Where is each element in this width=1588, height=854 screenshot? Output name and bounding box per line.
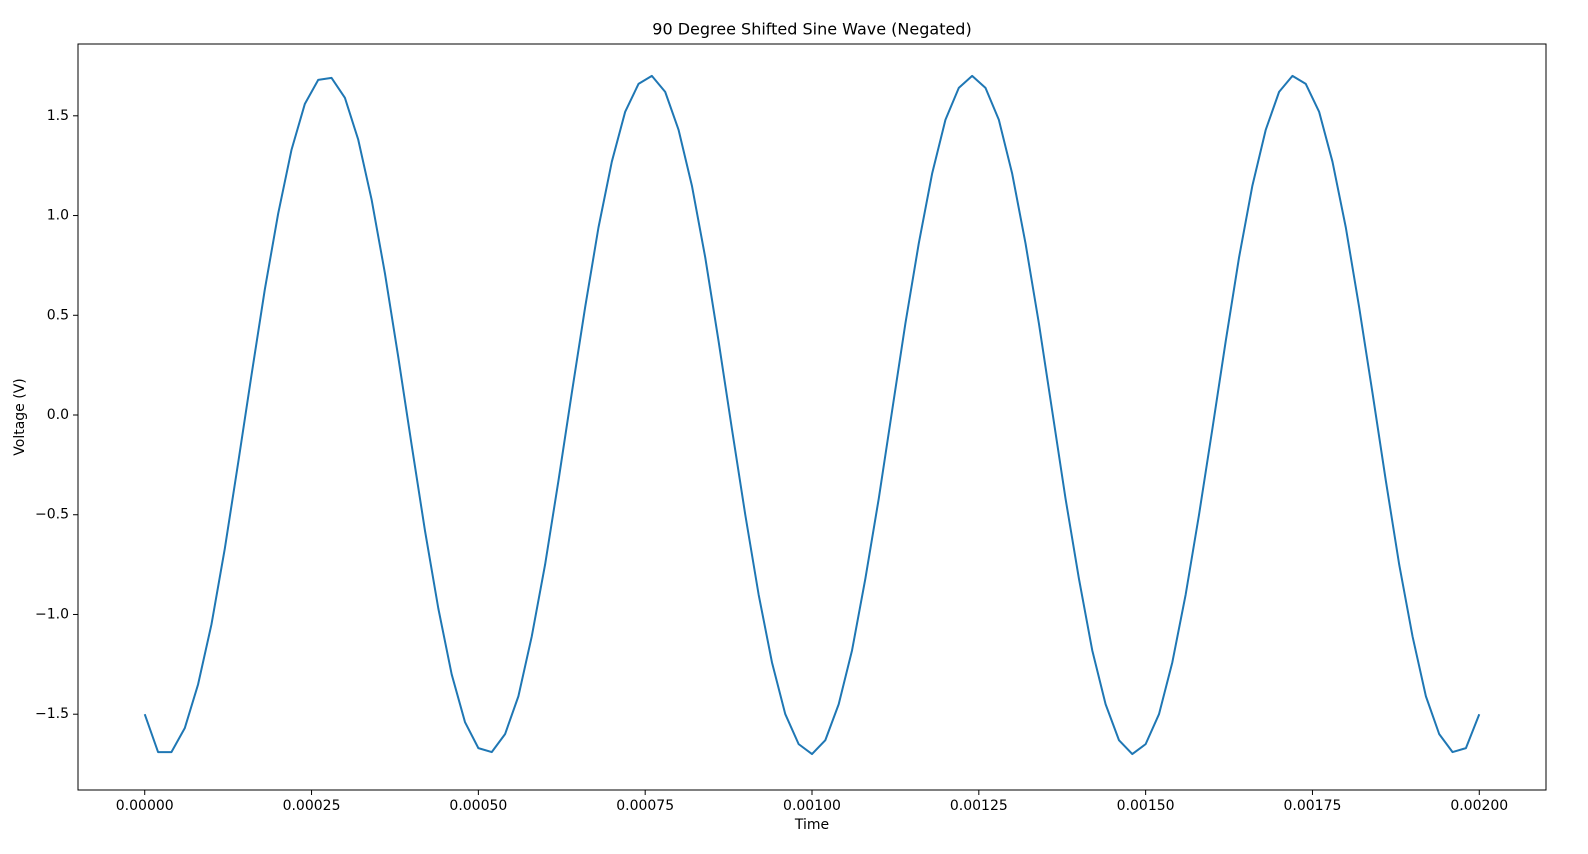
chart-title: 90 Degree Shifted Sine Wave (Negated) [652,20,971,39]
x-tick-label: 0.00200 [1450,798,1508,814]
x-tick-label: 0.00075 [616,798,674,814]
x-tick-label: 0.00125 [950,798,1008,814]
y-tick-label: 1.5 [47,108,69,124]
x-axis-label: Time [794,817,829,833]
y-tick-label: −0.5 [35,507,69,523]
x-tick-label: 0.00025 [283,798,341,814]
x-tick-label: 0.00000 [116,798,174,814]
y-tick-label: 1.0 [47,208,69,224]
x-tick-label: 0.00150 [1117,798,1175,814]
y-tick-label: −1.0 [35,606,69,622]
y-axis-label: Voltage (V) [12,378,28,455]
data-line [143,74,1481,756]
x-tick-label: 0.00175 [1284,798,1342,814]
plot-frame [77,43,1547,791]
x-tick-label: 0.00100 [783,798,841,814]
x-tick-label: 0.00050 [449,798,507,814]
y-tick-label: 0.0 [47,407,69,423]
y-tick-label: −1.5 [35,706,69,722]
y-tick-label: 0.5 [47,307,69,323]
